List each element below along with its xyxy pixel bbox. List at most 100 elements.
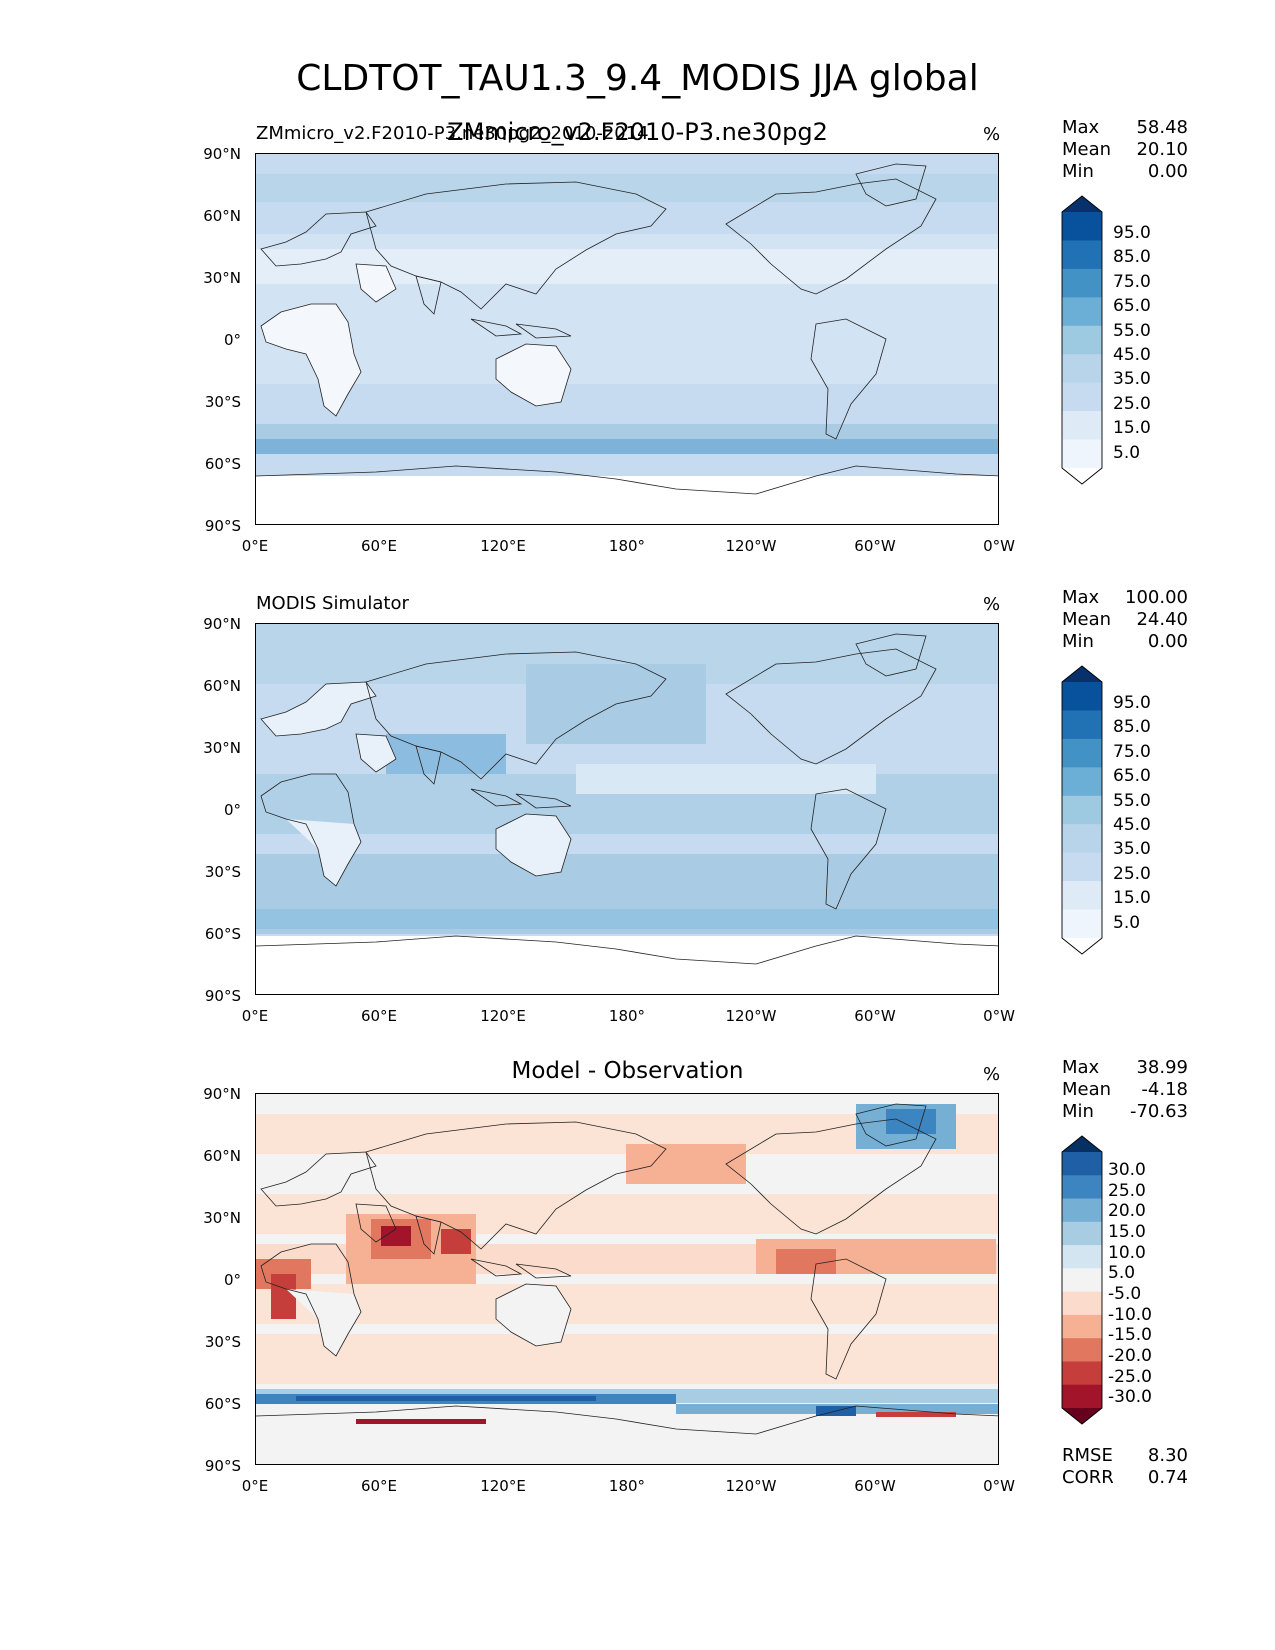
colorbar-band [1062, 1291, 1102, 1316]
colorbar-band [1062, 738, 1102, 768]
panel2-lon-tick: 60°W [854, 1007, 896, 1025]
panel3-colorbar-label: -25.0 [1108, 1367, 1152, 1387]
panel2-lon-tick: 60°E [360, 1007, 398, 1025]
panel3-colorbar-label: 10.0 [1108, 1243, 1146, 1263]
panel3-colorbar-label: 20.0 [1108, 1201, 1146, 1221]
panel2-colorbar-label: 15.0 [1113, 888, 1151, 908]
panel1-map-svg [256, 154, 998, 524]
panel3-lon-tick: 0°W [983, 1477, 1015, 1495]
panel2-lon-tick: 0°W [983, 1007, 1015, 1025]
colorbar-band [1062, 354, 1102, 384]
panel2-colorbar-svg [1061, 665, 1103, 955]
panel3-lon-tick: 180° [608, 1477, 646, 1495]
panel3-lat-tick: 60°S [204, 1395, 241, 1413]
colorbar-band [1062, 268, 1102, 298]
colorbar-extend-top [1062, 666, 1102, 682]
figure-title: CLDTOT_TAU1.3_9.4_MODIS JJA global [296, 58, 979, 99]
panel3-colorbar-label: 25.0 [1108, 1181, 1146, 1201]
colorbar-band [1062, 824, 1102, 854]
panel3-colorbar-label: 5.0 [1108, 1263, 1136, 1283]
panel3-mean-value: -4.18 [1141, 1079, 1188, 1100]
overlap-title: ZMmicro_v2.F2010-P3.ne30pg2 [447, 118, 828, 146]
panel3-lon-tick: 120°E [480, 1477, 526, 1495]
panel3-colorbar-label: 30.0 [1108, 1160, 1146, 1180]
colorbar-band [1062, 1245, 1102, 1269]
panel3-colorbar-label: -5.0 [1108, 1284, 1142, 1304]
panel3-min-label: Min [1062, 1101, 1094, 1122]
panel2-colorbar-label: 65.0 [1113, 766, 1151, 786]
panel3-max-label: Max [1062, 1057, 1100, 1078]
panel3-colorbar-svg [1061, 1135, 1103, 1425]
panel2-colorbar-label: 95.0 [1113, 693, 1151, 713]
panel1-lat-tick: 30°N [203, 269, 241, 287]
panel1-mean-value: 20.10 [1136, 139, 1188, 160]
colorbar-band [1062, 212, 1102, 241]
colorbar-outline [1061, 195, 1103, 485]
colorbar-band [1062, 1338, 1102, 1362]
panel2-lat-tick: 30°N [203, 739, 241, 757]
panel2-lon-tick: 0°E [241, 1007, 269, 1025]
colorbar-band [1062, 1175, 1102, 1200]
panel3-lon-tick: 60°E [360, 1477, 398, 1495]
colorbar-extend-top [1062, 196, 1102, 212]
panel3-lat-tick: 30°S [204, 1333, 241, 1351]
panel2-min-label: Min [1062, 631, 1094, 652]
panel1-colorbar [1060, 194, 1104, 490]
panel3-corr-value: 0.74 [1147, 1467, 1188, 1488]
panel1-lon-tick: 60°E [360, 537, 398, 555]
panel2-mean-value: 24.40 [1136, 609, 1188, 630]
colorbar-band [1062, 852, 1102, 882]
panel3-lat-tick: 30°N [203, 1209, 241, 1227]
panel2-lat-tick: 60°S [204, 925, 241, 943]
panel3-colorbar-label: -10.0 [1108, 1305, 1152, 1325]
colorbar-band [1062, 1384, 1102, 1409]
panel3-rmse-label: RMSE [1062, 1445, 1113, 1466]
colorbar-extend-bottom [1062, 468, 1102, 484]
colorbar-band [1062, 325, 1102, 355]
panel3-lon-tick: 0°E [241, 1477, 269, 1495]
panel3-lat-tick: 90°S [204, 1457, 241, 1475]
colorbar-band [1062, 1152, 1102, 1176]
panel1-lat-tick: 90°N [203, 145, 241, 163]
panel2-lat-tick: 0° [223, 801, 241, 819]
panel3-colorbar [1060, 1134, 1104, 1430]
panel1-colorbar-label: 15.0 [1113, 418, 1151, 438]
panel3-lat-tick: 90°N [203, 1085, 241, 1103]
colorbar-band [1062, 909, 1102, 939]
panel2-colorbar-label: 35.0 [1113, 839, 1151, 859]
colorbar-extend-bottom [1062, 938, 1102, 954]
panel3-units: % [983, 1064, 1001, 1085]
panel1-lon-tick: 0°E [241, 537, 269, 555]
colorbar-band [1062, 382, 1102, 412]
colorbar-band [1062, 795, 1102, 825]
panel1-colorbar-label: 25.0 [1113, 394, 1151, 414]
panel3-max-value: 38.99 [1136, 1057, 1188, 1078]
panel3-map-svg [256, 1094, 998, 1464]
panel1-colorbar-label: 55.0 [1113, 321, 1151, 341]
panel1-colorbar-label: 75.0 [1113, 272, 1151, 292]
panel3-map [255, 1093, 999, 1465]
panel1-max-label: Max [1062, 117, 1100, 138]
panel3-mean-label: Mean [1062, 1079, 1112, 1100]
panel2-lon-tick: 120°E [480, 1007, 526, 1025]
colorbar-band [1062, 682, 1102, 711]
panel1-lon-tick: 180° [608, 537, 646, 555]
panel2-colorbar-label: 25.0 [1113, 864, 1151, 884]
panel1-lat-tick: 60°N [203, 207, 241, 225]
panel1-lon-tick: 120°W [725, 537, 777, 555]
panel3-min-value: -70.63 [1129, 1101, 1188, 1122]
panel3-colorbar-label: -15.0 [1108, 1325, 1152, 1345]
panel2-map [255, 623, 999, 995]
panel1-colorbar-label: 5.0 [1113, 443, 1141, 463]
colorbar-band [1062, 767, 1102, 797]
colorbar-band [1062, 1221, 1102, 1246]
panel1-colorbar-label: 35.0 [1113, 369, 1151, 389]
panel3-rmse-value: 8.30 [1147, 1445, 1188, 1466]
panel3-title: Model - Observation [511, 1058, 744, 1084]
panel3-colorbar-label: -20.0 [1108, 1346, 1152, 1366]
panel3-lat-tick: 60°N [203, 1147, 241, 1165]
panel3-corr-label: CORR [1062, 1467, 1114, 1488]
panel2-map-svg [256, 624, 998, 994]
colorbar-band [1062, 439, 1102, 469]
panel1-map [255, 153, 999, 525]
